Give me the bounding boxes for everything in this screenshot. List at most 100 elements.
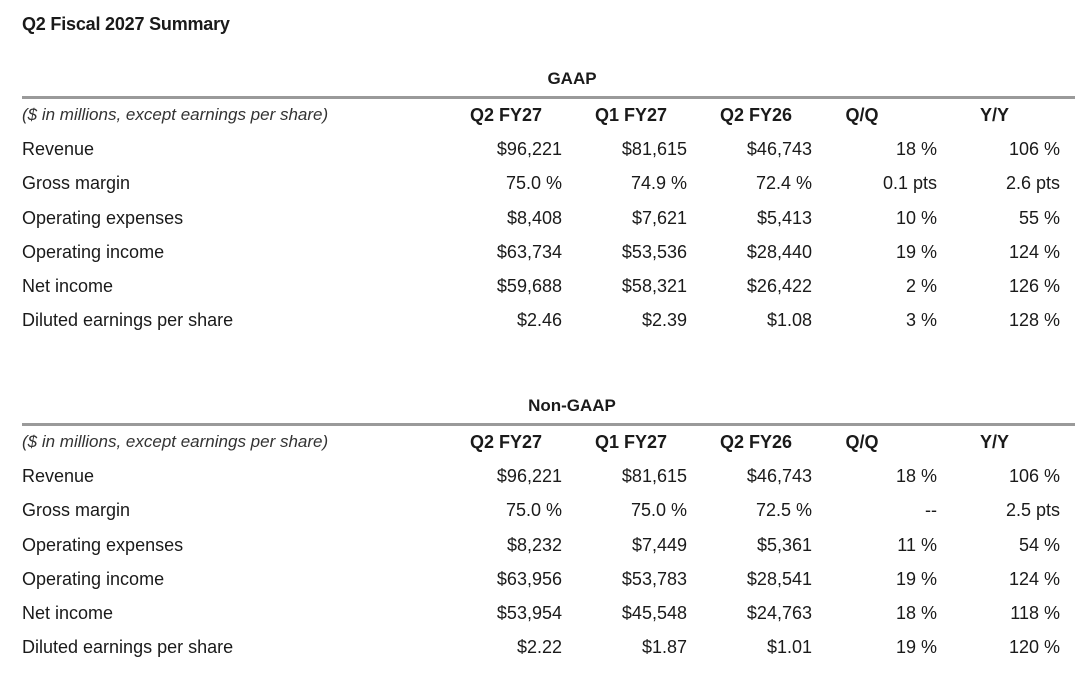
table-cell: 18 % xyxy=(895,603,937,623)
table-cell: $53,783 xyxy=(621,569,687,589)
table-cell: 19 % xyxy=(895,569,937,589)
table-cell: 124 % xyxy=(1008,242,1060,262)
table-cell: $81,615 xyxy=(621,466,687,486)
column-header: Y/Y xyxy=(979,105,1009,125)
table-cell: 3 % xyxy=(905,310,937,330)
table-cell: 19 % xyxy=(895,242,937,262)
section-heading: GAAP xyxy=(547,69,597,88)
row-label: Operating income xyxy=(22,569,165,589)
column-header: Q/Q xyxy=(845,105,879,125)
table-cell: 11 % xyxy=(897,535,937,555)
table-cell: $7,621 xyxy=(631,208,687,228)
row-label: Operating expenses xyxy=(22,535,184,555)
section-heading: Non-GAAP xyxy=(528,396,616,415)
table-header-row: ($ in millions, except earnings per shar… xyxy=(22,98,1075,132)
row-label: Diluted earnings per share xyxy=(22,310,234,330)
table-cell: -- xyxy=(925,500,937,520)
table-cell: $5,361 xyxy=(756,535,812,555)
table-row: Operating income $63,734 $53,536 $28,440… xyxy=(22,235,1075,269)
column-header: Q2 FY27 xyxy=(469,105,543,125)
row-label: Net income xyxy=(22,603,114,623)
table-cell: $2.22 xyxy=(516,637,562,657)
table-row: Net income $53,954 $45,548 $24,763 18 % … xyxy=(22,596,1075,630)
table-header-row: ($ in millions, except earnings per shar… xyxy=(22,425,1075,459)
column-header: Q/Q xyxy=(845,432,879,452)
table-row: Diluted earnings per share $2.46 $2.39 $… xyxy=(22,303,1075,337)
table-cell: 128 % xyxy=(1008,310,1060,330)
table-cell: 2.6 pts xyxy=(1005,173,1060,193)
row-label: Revenue xyxy=(22,466,95,486)
table-cell: $7,449 xyxy=(631,535,687,555)
table-cell: 10 % xyxy=(895,208,937,228)
units-label: ($ in millions, except earnings per shar… xyxy=(22,432,329,451)
section-rule xyxy=(22,96,1075,99)
table-cell: 126 % xyxy=(1008,276,1060,296)
table-cell: $53,536 xyxy=(621,242,687,262)
table-cell: $1.08 xyxy=(766,310,812,330)
table-cell: $58,321 xyxy=(621,276,687,296)
table-cell: 54 % xyxy=(1018,535,1060,555)
table-cell: $96,221 xyxy=(496,466,562,486)
table-cell: 75.0 % xyxy=(505,500,562,520)
table-cell: $63,956 xyxy=(496,569,562,589)
table-cell: 0.1 pts xyxy=(882,173,937,193)
units-label: ($ in millions, except earnings per shar… xyxy=(22,105,329,124)
table-row: Operating income $63,956 $53,783 $28,541… xyxy=(22,562,1075,596)
table-cell: 72.5 % xyxy=(755,500,812,520)
row-label: Operating income xyxy=(22,242,165,262)
column-header: Q2 FY27 xyxy=(469,432,543,452)
table-cell: 19 % xyxy=(895,637,937,657)
row-label: Net income xyxy=(22,276,114,296)
table-cell: $81,615 xyxy=(621,139,687,159)
table-cell: $63,734 xyxy=(496,242,562,262)
table-cell: 124 % xyxy=(1008,569,1060,589)
table-cell: 72.4 % xyxy=(755,173,812,193)
table-cell: $2.39 xyxy=(641,310,687,330)
table-cell: 55 % xyxy=(1018,208,1060,228)
table-cell: 2 % xyxy=(905,276,937,296)
page-title: Q2 Fiscal 2027 Summary xyxy=(22,14,230,34)
table-cell: $26,422 xyxy=(746,276,812,296)
table-cell: $24,763 xyxy=(746,603,812,623)
column-header: Q1 FY27 xyxy=(594,105,668,125)
row-label: Operating expenses xyxy=(22,208,184,228)
table-cell: 18 % xyxy=(895,139,937,159)
table-cell: $45,548 xyxy=(621,603,687,623)
table-cell: $46,743 xyxy=(746,139,812,159)
table-cell: 106 % xyxy=(1008,466,1060,486)
table-cell: $1.87 xyxy=(641,637,687,657)
table-cell: $1.01 xyxy=(766,637,812,657)
table-cell: $46,743 xyxy=(746,466,812,486)
table-cell: $2.46 xyxy=(516,310,562,330)
table-cell: $5,413 xyxy=(756,208,812,228)
column-header: Q1 FY27 xyxy=(594,432,668,452)
table-cell: 118 % xyxy=(1010,603,1060,623)
table-row: Diluted earnings per share $2.22 $1.87 $… xyxy=(22,630,1075,664)
table-cell: 2.5 pts xyxy=(1005,500,1060,520)
table-cell: $96,221 xyxy=(496,139,562,159)
table-row: Operating expenses $8,232 $7,449 $5,361 … xyxy=(22,528,1075,562)
table-cell: $8,408 xyxy=(506,208,562,228)
table-cell: 75.0 % xyxy=(630,500,687,520)
table-cell: $28,541 xyxy=(746,569,812,589)
row-label: Diluted earnings per share xyxy=(22,637,234,657)
column-header: Y/Y xyxy=(979,432,1009,452)
table-cell: 106 % xyxy=(1008,139,1060,159)
table-cell: $53,954 xyxy=(496,603,562,623)
table-cell: $28,440 xyxy=(746,242,812,262)
table-row: Revenue $96,221 $81,615 $46,743 18 % 106… xyxy=(22,459,1075,493)
table-cell: $59,688 xyxy=(496,276,562,296)
table-row: Gross margin 75.0 % 75.0 % 72.5 % -- 2.5… xyxy=(22,493,1075,527)
table-cell: 75.0 % xyxy=(505,173,562,193)
row-label: Gross margin xyxy=(22,173,131,193)
row-label: Revenue xyxy=(22,139,95,159)
column-header: Q2 FY26 xyxy=(719,432,793,452)
table-cell: 18 % xyxy=(895,466,937,486)
table-row: Gross margin 75.0 % 74.9 % 72.4 % 0.1 pt… xyxy=(22,166,1075,200)
row-label: Gross margin xyxy=(22,500,131,520)
column-header: Q2 FY26 xyxy=(719,105,793,125)
table-cell: $8,232 xyxy=(506,535,562,555)
table-cell: 120 % xyxy=(1008,637,1060,657)
table-cell: 74.9 % xyxy=(630,173,687,193)
table-row: Net income $59,688 $58,321 $26,422 2 % 1… xyxy=(22,269,1075,303)
